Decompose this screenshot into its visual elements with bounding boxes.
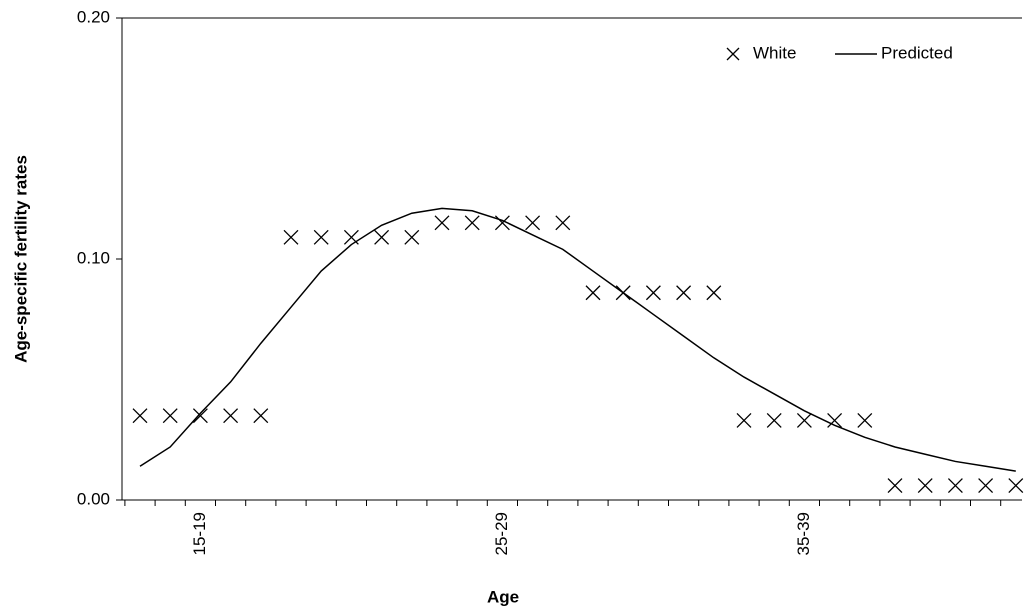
marker — [1008, 478, 1024, 493]
marker — [253, 408, 269, 424]
y-tick-label: 0.10 — [77, 248, 110, 267]
marker — [464, 215, 480, 231]
data-point — [585, 285, 601, 301]
y-tick-label: 0.00 — [77, 489, 110, 508]
y-tick-label: 0.20 — [77, 7, 110, 26]
x-tick-label: 25-29 — [492, 512, 511, 555]
data-point — [313, 229, 329, 245]
legend-swatch — [726, 47, 740, 61]
marker — [374, 229, 390, 245]
marker — [525, 215, 541, 231]
marker — [726, 47, 740, 61]
marker — [706, 285, 722, 301]
data-point — [223, 408, 239, 424]
data-point — [162, 408, 178, 424]
marker — [132, 408, 148, 424]
marker — [555, 215, 571, 231]
marker — [585, 285, 601, 301]
data-point — [978, 478, 994, 493]
marker — [857, 413, 873, 428]
marker — [192, 408, 208, 424]
data-point — [283, 229, 299, 245]
marker — [676, 285, 692, 301]
y-axis-label: Age-specific fertility rates — [11, 155, 30, 363]
marker — [162, 408, 178, 424]
data-point — [917, 478, 933, 493]
data-point — [555, 215, 571, 231]
data-point — [404, 229, 420, 245]
data-point — [132, 408, 148, 424]
marker — [404, 229, 420, 245]
marker — [796, 413, 812, 428]
marker — [223, 408, 239, 424]
data-point — [374, 229, 390, 245]
x-axis-label: Age — [487, 587, 519, 606]
marker — [827, 413, 843, 428]
data-point — [857, 413, 873, 428]
series-line — [139, 207, 1016, 472]
marker — [978, 478, 994, 493]
data-point — [434, 215, 450, 231]
marker — [766, 413, 782, 428]
data-point — [525, 215, 541, 231]
marker — [313, 229, 329, 245]
data-point — [192, 408, 208, 424]
data-point — [464, 215, 480, 231]
marker — [887, 478, 903, 493]
marker — [434, 215, 450, 231]
data-point — [887, 478, 903, 493]
marker — [645, 285, 661, 301]
data-point — [645, 285, 661, 301]
data-point — [1008, 478, 1024, 493]
data-point — [736, 413, 752, 428]
marker — [736, 413, 752, 428]
marker — [947, 478, 963, 493]
x-tick-label: 35-39 — [794, 512, 813, 555]
legend-label: White — [753, 43, 796, 62]
data-point — [827, 413, 843, 428]
data-point — [253, 408, 269, 424]
data-point — [766, 413, 782, 428]
x-tick-label: 15-19 — [190, 512, 209, 555]
data-point — [706, 285, 722, 301]
legend-label: Predicted — [881, 43, 953, 62]
data-point — [676, 285, 692, 301]
data-point — [796, 413, 812, 428]
marker — [917, 478, 933, 493]
data-point — [947, 478, 963, 493]
marker — [283, 229, 299, 245]
